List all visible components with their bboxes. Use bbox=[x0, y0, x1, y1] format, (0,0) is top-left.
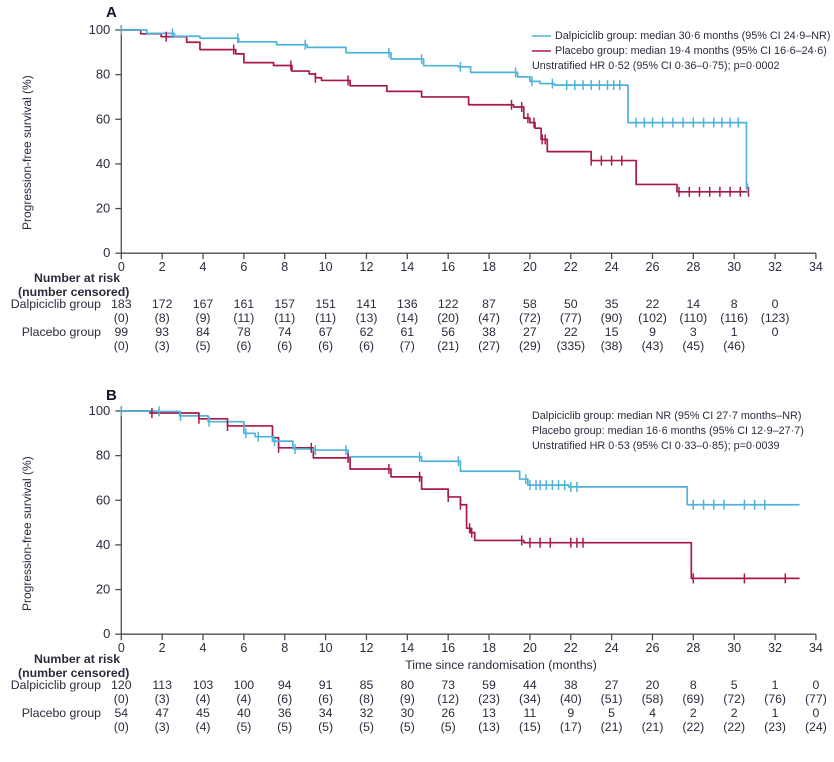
svg-text:8: 8 bbox=[281, 641, 288, 655]
svg-text:20: 20 bbox=[523, 641, 537, 655]
svg-text:100: 100 bbox=[89, 403, 111, 418]
svg-text:30: 30 bbox=[727, 260, 741, 274]
svg-text:24: 24 bbox=[605, 641, 619, 655]
svg-text:0: 0 bbox=[103, 245, 110, 260]
svg-text:28: 28 bbox=[686, 260, 700, 274]
svg-text:30: 30 bbox=[727, 641, 741, 655]
svg-text:34: 34 bbox=[809, 260, 823, 274]
svg-text:0: 0 bbox=[103, 626, 110, 641]
svg-text:4: 4 bbox=[200, 641, 207, 655]
svg-text:4: 4 bbox=[200, 260, 207, 274]
svg-text:28: 28 bbox=[686, 641, 700, 655]
svg-text:40: 40 bbox=[96, 156, 110, 171]
svg-text:12: 12 bbox=[360, 260, 374, 274]
svg-text:20: 20 bbox=[96, 201, 110, 216]
svg-text:18: 18 bbox=[482, 641, 496, 655]
svg-text:24: 24 bbox=[605, 260, 619, 274]
svg-text:40: 40 bbox=[96, 537, 110, 552]
svg-text:60: 60 bbox=[96, 111, 110, 126]
svg-text:2: 2 bbox=[159, 260, 166, 274]
svg-text:12: 12 bbox=[360, 641, 374, 655]
svg-text:32: 32 bbox=[768, 641, 782, 655]
svg-text:6: 6 bbox=[240, 641, 247, 655]
svg-text:18: 18 bbox=[482, 260, 496, 274]
svg-text:34: 34 bbox=[809, 641, 823, 655]
svg-text:22: 22 bbox=[564, 260, 578, 274]
svg-text:60: 60 bbox=[96, 492, 110, 507]
svg-text:16: 16 bbox=[441, 260, 455, 274]
svg-text:6: 6 bbox=[240, 260, 247, 274]
svg-text:80: 80 bbox=[96, 448, 110, 463]
svg-text:32: 32 bbox=[768, 260, 782, 274]
svg-text:16: 16 bbox=[441, 641, 455, 655]
svg-text:14: 14 bbox=[400, 260, 414, 274]
svg-text:100: 100 bbox=[89, 22, 111, 37]
svg-text:20: 20 bbox=[96, 582, 110, 597]
svg-text:8: 8 bbox=[281, 260, 288, 274]
svg-text:80: 80 bbox=[96, 67, 110, 82]
svg-text:26: 26 bbox=[646, 641, 660, 655]
svg-text:20: 20 bbox=[523, 260, 537, 274]
svg-text:14: 14 bbox=[400, 641, 414, 655]
svg-text:22: 22 bbox=[564, 641, 578, 655]
svg-text:10: 10 bbox=[319, 260, 333, 274]
svg-text:26: 26 bbox=[646, 260, 660, 274]
svg-text:10: 10 bbox=[319, 641, 333, 655]
svg-text:2: 2 bbox=[159, 641, 166, 655]
